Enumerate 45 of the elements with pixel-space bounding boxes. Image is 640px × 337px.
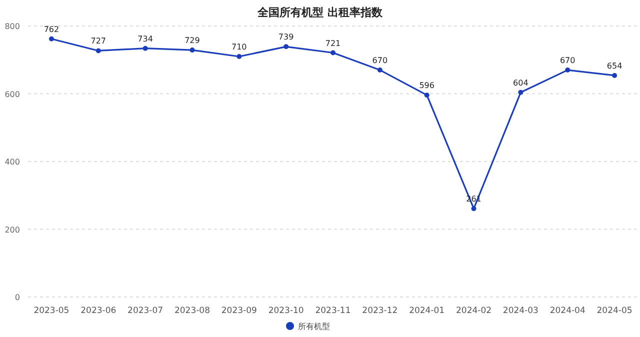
x-tick-label: 2024-05 (596, 306, 632, 316)
point (48, 36, 54, 42)
y-tick-label: 400 (4, 158, 20, 166)
data-label: 727 (90, 36, 106, 46)
x-tick-label: 2024-04 (550, 306, 586, 316)
point (377, 68, 382, 73)
x-tick-label: 2023-08 (174, 306, 210, 316)
data-label: 670 (372, 56, 388, 66)
x-tick-label: 2023-12 (362, 306, 398, 316)
x-tick-label: 2024-01 (409, 306, 445, 316)
x-tick-label: 2023-05 (34, 306, 70, 316)
data-label: 596 (419, 81, 434, 90)
point (96, 48, 101, 54)
point (142, 46, 148, 51)
y-tick-label: 600 (4, 90, 20, 99)
data-label: 670 (560, 56, 576, 66)
point (236, 54, 242, 59)
point (565, 68, 570, 73)
x-tick-label: 2024-03 (502, 306, 538, 316)
data-label: 729 (184, 36, 200, 46)
point (330, 50, 336, 56)
x-tick-label: 2023-11 (315, 306, 351, 316)
x-tick-label: 2024-02 (456, 306, 492, 316)
data-label: 654 (606, 61, 622, 70)
point (424, 92, 430, 98)
point (190, 48, 195, 53)
point (612, 72, 618, 78)
data-label: 762 (44, 24, 60, 34)
data-label: 721 (325, 38, 341, 48)
y-tick-label: 200 (4, 225, 20, 234)
chart-title: 全国所有机型 出租率指数 (256, 6, 384, 19)
x-tick-label: 2023-10 (268, 306, 304, 316)
y-tick-label: 0 (14, 293, 20, 302)
data-label: 710 (232, 42, 247, 52)
data-label: 604 (513, 78, 528, 88)
data-label: 739 (278, 32, 294, 42)
point (471, 206, 476, 212)
point (284, 44, 289, 50)
point (518, 90, 524, 95)
x-tick-label: 2023-06 (80, 306, 116, 316)
legend-label: 所有机型 (298, 322, 330, 331)
x-tick-label: 2023-09 (221, 306, 257, 316)
x-tick-label: 2023-07 (128, 306, 164, 316)
y-tick-label: 800 (4, 22, 20, 31)
data-label: 734 (138, 34, 153, 44)
